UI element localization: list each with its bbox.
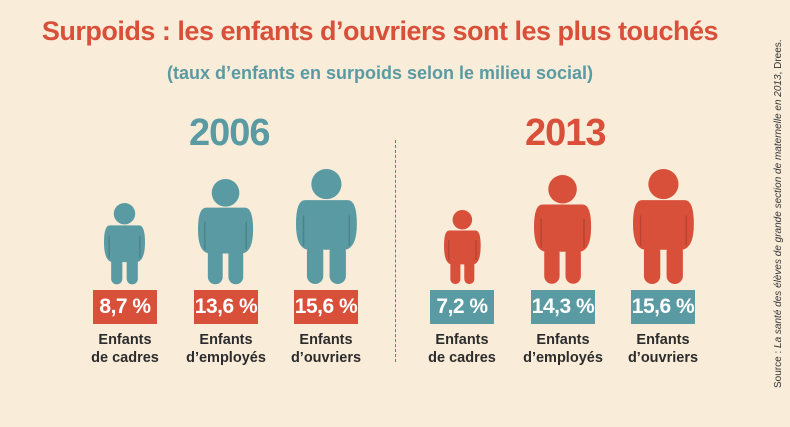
year-heading-2006: 2006 xyxy=(189,112,271,154)
category-label: Enfants d’ouvriers xyxy=(608,331,718,367)
figure-torso xyxy=(534,204,592,252)
person-figure xyxy=(194,178,257,291)
figure-head xyxy=(212,178,240,207)
category-label: Enfants de cadres xyxy=(70,331,180,367)
figure-leg-left xyxy=(306,243,323,284)
source-title: La santé des élèves de grande section de… xyxy=(773,74,784,348)
category-label-line: d’employés xyxy=(186,350,266,366)
category-label-line: de cadres xyxy=(428,350,496,366)
person-figure xyxy=(629,168,698,291)
source-prefix: Source : xyxy=(773,347,784,388)
category-label-line: Enfants xyxy=(536,332,590,348)
figure-leg-right xyxy=(329,243,346,284)
figure-head xyxy=(452,209,472,230)
person-figure xyxy=(530,174,595,291)
figure-torso xyxy=(443,230,481,265)
figure-leg-right xyxy=(228,247,244,284)
figure-torso xyxy=(632,200,694,250)
figure-head xyxy=(548,175,578,204)
category-label: Enfants d’employés xyxy=(508,331,618,367)
chart-title: Surpoids : les enfants d’ouvriers sont l… xyxy=(41,16,719,46)
category-label: Enfants de cadres xyxy=(407,331,517,367)
figure-torso xyxy=(104,225,146,262)
category-label-line: de cadres xyxy=(91,350,159,366)
value-label: 15,6 % xyxy=(294,290,358,324)
figure-head xyxy=(647,168,679,200)
figure-head xyxy=(310,168,342,200)
source-suffix: , Drees. xyxy=(773,39,784,75)
figure-leg-right xyxy=(127,255,139,284)
year-heading-2013: 2013 xyxy=(525,112,607,154)
value-label: 14,3 % xyxy=(531,290,595,324)
value-label: 8,7 % xyxy=(93,290,157,324)
value-label: 15,6 % xyxy=(631,290,695,324)
category-label-line: d’ouvriers xyxy=(290,350,362,366)
person-figure xyxy=(440,209,485,291)
category-label-line: Enfants xyxy=(299,332,353,348)
category-label-line: Enfants xyxy=(98,332,152,348)
person-figure xyxy=(100,202,149,291)
year-divider xyxy=(395,140,396,362)
figure-leg-left xyxy=(643,243,660,284)
category-label-line: Enfants xyxy=(435,332,489,348)
value-label: 7,2 % xyxy=(430,290,494,324)
figure-leg-right xyxy=(463,258,474,284)
figure-leg-left xyxy=(449,258,461,284)
category-label-line: d’ouvriers xyxy=(627,350,699,366)
figure-leg-left xyxy=(111,255,123,284)
person-figure xyxy=(292,168,361,291)
category-label-line: d’employés xyxy=(523,350,603,366)
chart-subtitle: (taux d’enfants en surpoids selon le mil… xyxy=(166,63,594,83)
figure-torso xyxy=(295,200,357,250)
category-label: Enfants d’employés xyxy=(171,331,281,367)
figure-torso xyxy=(198,207,254,254)
figure-leg-right xyxy=(666,243,683,284)
source-note: Source : La santé des élèves de grande s… xyxy=(773,39,784,388)
category-label: Enfants d’ouvriers xyxy=(271,331,381,367)
category-label-line: Enfants xyxy=(636,332,690,348)
figure-leg-right xyxy=(565,245,582,284)
figure-head xyxy=(114,202,136,225)
figure-leg-left xyxy=(544,245,561,284)
value-label: 13,6 % xyxy=(194,290,258,324)
category-label-line: Enfants xyxy=(199,332,253,348)
figure-leg-left xyxy=(208,247,224,284)
